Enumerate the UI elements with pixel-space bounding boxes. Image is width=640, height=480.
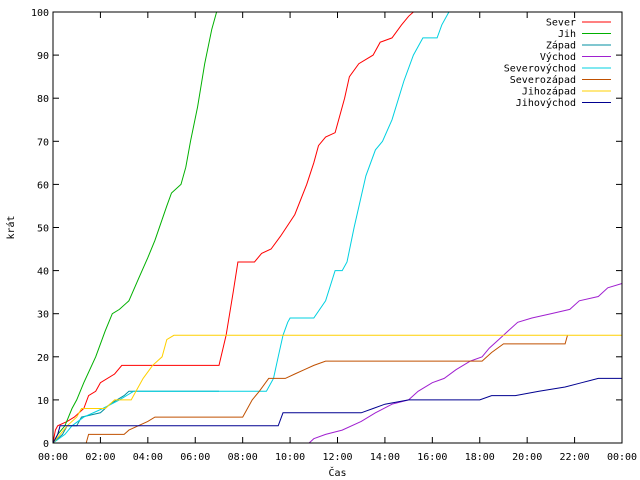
x-tick-label: 14:00 <box>370 452 400 463</box>
legend-label: Severovýchod <box>504 63 576 75</box>
y-axis-label: krát <box>5 215 17 239</box>
legend-label: Západ <box>546 40 576 52</box>
x-tick-label: 22:00 <box>560 452 590 463</box>
x-tick-label: 16:00 <box>417 452 447 463</box>
legend-label: Východ <box>540 51 576 63</box>
legend-label: Jihozápad <box>522 86 576 98</box>
series-line <box>85 335 568 444</box>
y-tick-label: 100 <box>31 8 49 19</box>
x-tick-label: 00:00 <box>38 452 68 463</box>
y-tick-label: 90 <box>37 51 49 62</box>
x-axis-label: Čas <box>328 466 346 479</box>
legend-label: Sever <box>546 18 576 29</box>
legend: SeverJihZápadVýchodSeverovýchodSeverozáp… <box>504 18 611 109</box>
series-layer <box>52 11 623 444</box>
axis-ticks: 0 10 20 30 40 50 60 70 80 90 100 00:00 02:00 04:00 06:… <box>31 8 637 463</box>
legend-label: Jihovýchod <box>516 97 576 109</box>
x-tick-label: 10:00 <box>275 452 305 463</box>
y-tick-label: 80 <box>37 94 49 105</box>
x-tick-label: 02:00 <box>85 452 115 463</box>
y-tick-label: 0 <box>43 439 49 450</box>
legend-label: Severozápad <box>510 74 576 86</box>
y-tick-label: 30 <box>37 310 49 321</box>
series-line <box>52 377 622 444</box>
y-tick-label: 20 <box>37 353 49 364</box>
legend-label: Jih <box>558 29 576 40</box>
x-tick-label: 04:00 <box>133 452 163 463</box>
y-tick-label: 50 <box>37 224 49 235</box>
y-tick-label: 70 <box>37 137 49 148</box>
series-line <box>52 11 450 444</box>
x-tick-label: 08:00 <box>228 452 258 463</box>
series-line <box>308 283 623 444</box>
series-line <box>52 11 414 444</box>
x-tick-label: 00:00 <box>607 452 637 463</box>
y-tick-label: 60 <box>37 180 49 191</box>
y-tick-label: 40 <box>37 267 49 278</box>
x-tick-label: 20:00 <box>512 452 542 463</box>
series-line <box>52 334 622 444</box>
y-tick-label: 10 <box>37 396 49 407</box>
x-tick-label: 12:00 <box>322 452 352 463</box>
x-tick-label: 18:00 <box>465 452 495 463</box>
series-line <box>52 11 218 444</box>
x-tick-label: 06:00 <box>180 452 210 463</box>
